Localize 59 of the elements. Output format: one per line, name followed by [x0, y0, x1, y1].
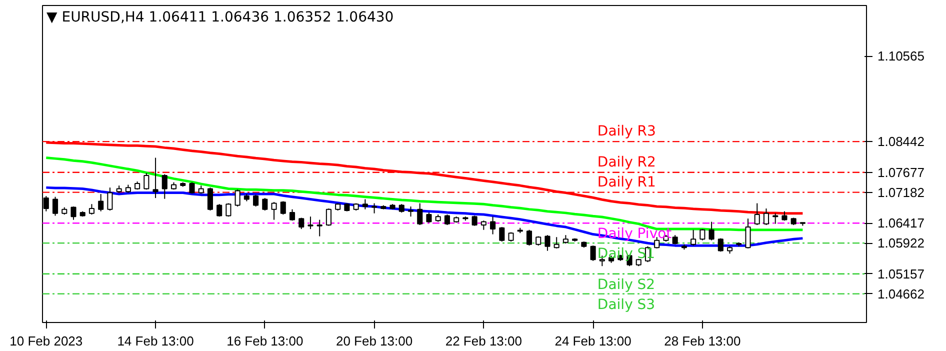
- candlestick: [480, 220, 486, 230]
- candlestick: [554, 236, 560, 249]
- y-tick-label: 1.05922: [878, 236, 924, 251]
- candlestick: [316, 219, 322, 237]
- candlestick: [654, 236, 660, 249]
- candlestick: [262, 198, 268, 212]
- candlestick: [590, 245, 596, 262]
- candlestick: [152, 157, 158, 199]
- candlestick: [271, 202, 277, 220]
- ref-line-label: Daily S2: [597, 276, 656, 293]
- x-tick-label: 16 Feb 13:00: [226, 334, 304, 348]
- candlestick: [70, 206, 76, 220]
- y-tick-label: 1.10565: [878, 48, 924, 64]
- candlestick: [690, 229, 696, 246]
- candlestick: [408, 206, 414, 218]
- x-tick-label: 20 Feb 13:00: [336, 334, 413, 348]
- candlestick: [754, 202, 760, 226]
- candlestick: [234, 189, 240, 207]
- candlestick: [745, 218, 751, 249]
- candlestick: [52, 196, 58, 216]
- candlestick: [253, 194, 259, 207]
- candlestick: [700, 228, 706, 241]
- ref-line-label: Daily R3: [597, 124, 656, 140]
- candlestick: [372, 202, 378, 214]
- y-tick-label: 1.07677: [878, 164, 924, 180]
- x-tick-label: 24 Feb 13:00: [554, 334, 632, 348]
- candlestick: [207, 187, 213, 212]
- candlestick: [444, 214, 450, 226]
- ref-line-label: Daily R2: [597, 154, 656, 170]
- candlestick: [672, 234, 678, 245]
- candlestick: [362, 198, 368, 210]
- candlestick: [499, 226, 505, 242]
- y-tick-label: 1.08442: [878, 134, 924, 150]
- x-tick-label: 14 Feb 13:00: [117, 334, 194, 348]
- candlestick: [280, 200, 286, 216]
- candlestick: [162, 174, 168, 200]
- candlestick: [326, 208, 332, 226]
- candlestick: [98, 194, 104, 212]
- candlestick: [216, 204, 222, 218]
- candlestick: [490, 216, 496, 235]
- candlestick: [107, 187, 113, 212]
- candlestick: [308, 216, 314, 230]
- y-tick-label: 1.07182: [878, 184, 924, 200]
- chart-title: ▼ EURUSD,H4 1.06411 1.06436 1.06352 1.06430: [46, 10, 394, 26]
- candlestick: [88, 204, 94, 216]
- ref-line-label: Daily S3: [597, 296, 656, 313]
- candlestick: [526, 229, 532, 246]
- x-tick-label: 10 Feb 2023: [10, 334, 83, 348]
- candlestick: [144, 172, 150, 190]
- y-tick-label: 1.06417: [878, 216, 924, 231]
- ref-line-label: Daily R1: [597, 174, 656, 190]
- x-tick-label: 22 Feb 13:00: [445, 334, 522, 348]
- y-tick-label: 1.04662: [878, 286, 924, 302]
- y-tick-label: 1.05157: [878, 266, 924, 282]
- candlestick: [544, 234, 550, 252]
- candlestick: [763, 208, 770, 226]
- x-tick-label: 28 Feb 13:00: [664, 334, 741, 348]
- candlestick: [417, 202, 423, 226]
- candlestick: [708, 221, 714, 241]
